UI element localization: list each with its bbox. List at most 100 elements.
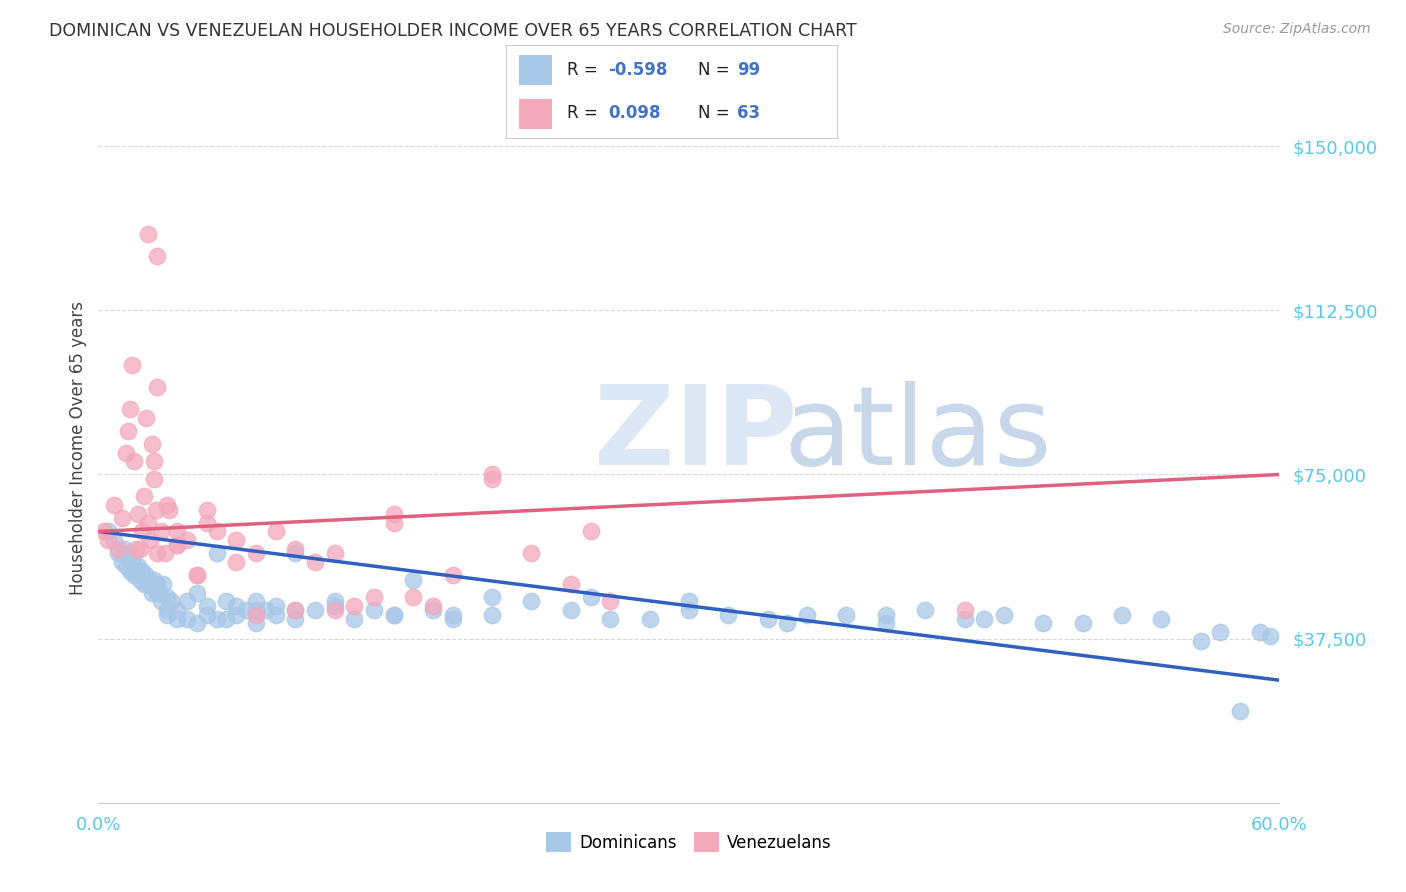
Point [973,612,995,626]
Point [875,616,897,631]
Point [1229,704,1251,718]
Point [245,607,267,622]
Point [579,524,602,539]
Point [97,524,120,539]
Point [122,568,145,582]
Text: R =: R = [567,104,603,122]
Point [125,541,148,556]
Point [245,603,267,617]
Point [225,555,247,569]
Point [136,577,159,591]
Point [132,489,155,503]
Point [195,599,218,613]
Point [599,594,621,608]
Point [1258,630,1281,644]
Y-axis label: Householder Income Over 65 years: Householder Income Over 65 years [69,301,87,595]
Point [284,612,307,626]
Point [245,616,267,631]
Point [157,502,180,516]
Point [186,616,208,631]
Point [152,577,174,591]
Point [117,424,139,438]
Bar [519,55,553,85]
Point [402,590,425,604]
Point [796,607,818,622]
Point [97,533,120,548]
Text: atlas: atlas [783,381,1052,488]
Point [146,380,169,394]
Point [131,568,153,582]
Point [128,573,150,587]
Point [422,599,444,613]
Point [264,607,287,622]
Point [520,546,543,560]
Point [1150,612,1173,626]
Point [195,607,218,622]
Point [121,358,143,372]
Point [1249,625,1271,640]
Point [993,607,1015,622]
Point [195,516,218,530]
Point [323,546,346,560]
Bar [519,99,553,129]
Point [363,603,385,617]
Point [127,564,149,578]
Point [422,603,444,617]
Point [520,594,543,608]
Point [323,594,346,608]
Point [145,582,167,596]
Point [186,568,208,582]
Text: -0.598: -0.598 [609,61,668,78]
Point [599,612,621,626]
Point [146,585,169,599]
Point [304,555,326,569]
Point [93,524,115,539]
Point [111,555,134,569]
Point [142,472,165,486]
Point [481,607,503,622]
Point [186,585,208,599]
Point [382,516,405,530]
Point [1209,625,1232,640]
Point [135,410,157,425]
Point [125,564,148,578]
Point [678,603,700,617]
Point [156,498,179,512]
Point [176,533,198,548]
Point [343,612,366,626]
Point [136,516,159,530]
Point [481,467,503,482]
Point [225,599,247,613]
Point [264,599,287,613]
Point [225,533,247,548]
Point [205,524,228,539]
Point [343,599,366,613]
Point [835,607,858,622]
Point [756,612,779,626]
Text: 99: 99 [737,61,761,78]
Point [205,612,228,626]
Point [402,573,425,587]
Point [156,590,179,604]
Point [107,546,129,560]
Point [155,546,177,560]
Point [215,612,238,626]
Point [127,559,149,574]
Point [363,590,385,604]
Point [138,533,160,548]
Text: R =: R = [567,61,603,78]
Point [638,612,661,626]
Point [1071,616,1094,631]
Point [166,603,188,617]
Point [160,594,183,608]
Point [131,564,153,578]
Point [717,607,740,622]
Point [166,524,188,539]
Point [118,564,141,578]
Point [132,577,155,591]
Point [560,603,582,617]
Point [115,445,138,459]
Text: ZIP: ZIP [595,381,797,488]
Point [142,582,165,596]
Point [141,585,163,599]
